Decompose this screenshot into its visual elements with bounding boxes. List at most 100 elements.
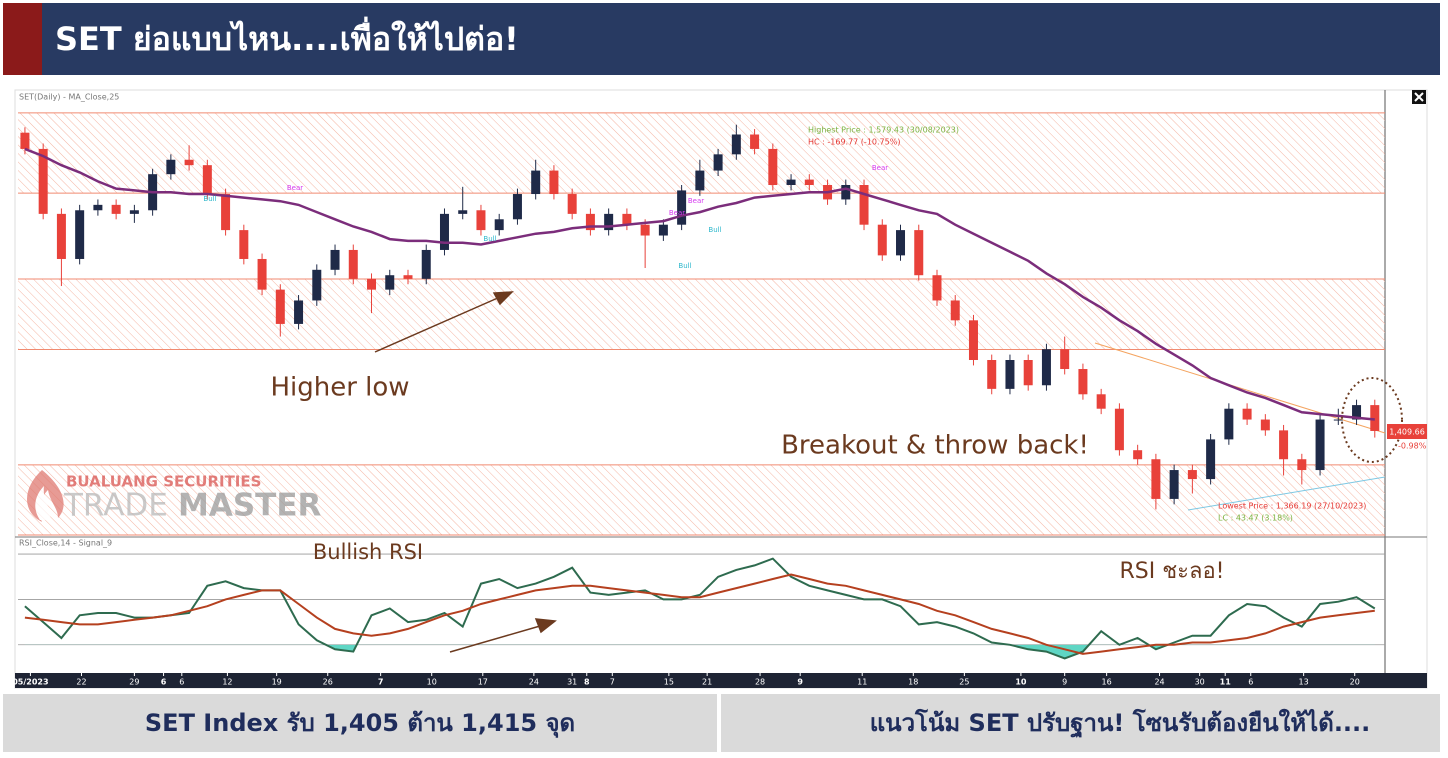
candle-body [512, 194, 522, 220]
candle-body [841, 185, 851, 200]
x-tick-label: 24 [1154, 678, 1164, 687]
x-tick-label: 17 [478, 678, 488, 687]
watermark-trade: TRADE [63, 488, 168, 524]
candle-body [1041, 349, 1051, 386]
candle-body [38, 148, 48, 214]
footer-box [3, 694, 717, 752]
candle-body [877, 224, 887, 256]
annotation: Higher low [270, 373, 409, 403]
candle-body [859, 185, 869, 225]
candle-body [549, 170, 559, 195]
support-trendline [1187, 476, 1386, 511]
annotation: Bullish RSI [313, 540, 423, 564]
candle-body [1169, 470, 1179, 499]
candle-body [1206, 439, 1216, 480]
candle-body [476, 210, 486, 231]
candle-body [1096, 394, 1106, 409]
chart-legend: SET(Daily) - MA_Close,25 [19, 93, 119, 102]
lc-label: LC : 43.47 (3.18%) [1218, 514, 1293, 523]
highest-label: Highest Price : 1,579.43 (30/08/2023) [808, 126, 959, 135]
candle-body [1187, 470, 1197, 480]
x-tick-label: 15 [664, 678, 674, 687]
signal-line [24, 573, 1375, 655]
date-strip [15, 673, 1427, 688]
signal-label: Bull [708, 226, 721, 234]
candle-body [1260, 419, 1270, 431]
candle-body [1151, 459, 1161, 499]
footer-box [721, 694, 1440, 752]
zone [18, 279, 1385, 350]
candle-body [421, 249, 431, 279]
candle-body [403, 275, 413, 279]
candle-body [20, 132, 30, 149]
x-tick-label: 7 [378, 678, 384, 687]
price-tag [1387, 424, 1427, 439]
candle-body [1370, 405, 1380, 431]
signal-label: Bear [669, 209, 685, 217]
candle-body [385, 275, 395, 290]
candle-body [695, 170, 705, 191]
candle-body [914, 230, 924, 276]
annotation: RSI ชะลอ! [1120, 559, 1225, 584]
candle-body [1078, 369, 1088, 395]
x-tick-label: 22 [76, 678, 86, 687]
candle-body [166, 159, 176, 175]
arrow-head [534, 618, 557, 634]
title-accent [3, 3, 42, 75]
ma-line [24, 147, 1375, 421]
candle-body [896, 230, 906, 256]
candle-body [585, 213, 595, 231]
x-tick-label: 26 [323, 678, 333, 687]
candle-body [713, 154, 723, 171]
x-tick-label: 31 [567, 678, 577, 687]
watermark: BUALUANG SECURITIES TRADE MASTER [27, 470, 321, 524]
candle-body [129, 210, 139, 214]
x-tick-label: 12 [222, 678, 232, 687]
candle-body [1297, 459, 1307, 471]
x-tick-label: 10 [1015, 678, 1027, 687]
candle-body [1005, 360, 1015, 389]
rsi-legend: RSI_Close,14 - Signal_9 [19, 539, 112, 548]
candle-body [768, 148, 778, 186]
candle-body [1224, 408, 1234, 440]
annotation: Breakout & throw back! [781, 431, 1089, 461]
watermark-master: MASTER [178, 488, 321, 524]
x-tick-label: 6 [179, 678, 184, 687]
x-tick-label: 18 [908, 678, 918, 687]
candle-body [348, 249, 358, 279]
candle-body [56, 213, 66, 259]
candle-body [1333, 419, 1343, 421]
candle-body [330, 249, 340, 270]
resistance-trendline [1094, 342, 1386, 434]
candle-body [731, 134, 741, 155]
candle-body [658, 224, 668, 236]
candle-body [750, 134, 760, 149]
x-tick-label: 8 [584, 678, 590, 687]
x-tick-label: 24 [529, 678, 539, 687]
candle-body [640, 224, 650, 236]
x-tick-label: 25 [959, 678, 969, 687]
candle-body [1133, 450, 1143, 460]
hc-label: HC : -169.77 (-10.75%) [808, 138, 900, 147]
x-tick-label: 11 [1220, 678, 1232, 687]
x-tick-label: 16 [1102, 678, 1112, 687]
price-tag-label: 1,409.66 [1389, 428, 1425, 437]
title-bar [3, 3, 1440, 75]
candle-body [950, 300, 960, 321]
x-tick-label: 29 [129, 678, 139, 687]
x-tick-label: 28 [755, 678, 765, 687]
title: SET ย่อแบบไหน....เพื่อให้ไปต่อ! [55, 16, 519, 58]
signal-label: Bear [688, 197, 704, 205]
candle-body [1242, 408, 1252, 420]
candle-body [312, 269, 322, 301]
candle-body [804, 179, 814, 186]
candle-body [458, 210, 468, 214]
signal-label: Bull [203, 195, 216, 203]
watermark-company: BUALUANG SECURITIES [66, 473, 261, 491]
arrows [374, 291, 557, 653]
arrow-head [492, 291, 514, 306]
x-tick-label: 30 [1195, 678, 1205, 687]
lowest-label: Lowest Price : 1,366.19 (27/10/2023) [1218, 502, 1366, 511]
x-tick-label: 11 [857, 678, 867, 687]
